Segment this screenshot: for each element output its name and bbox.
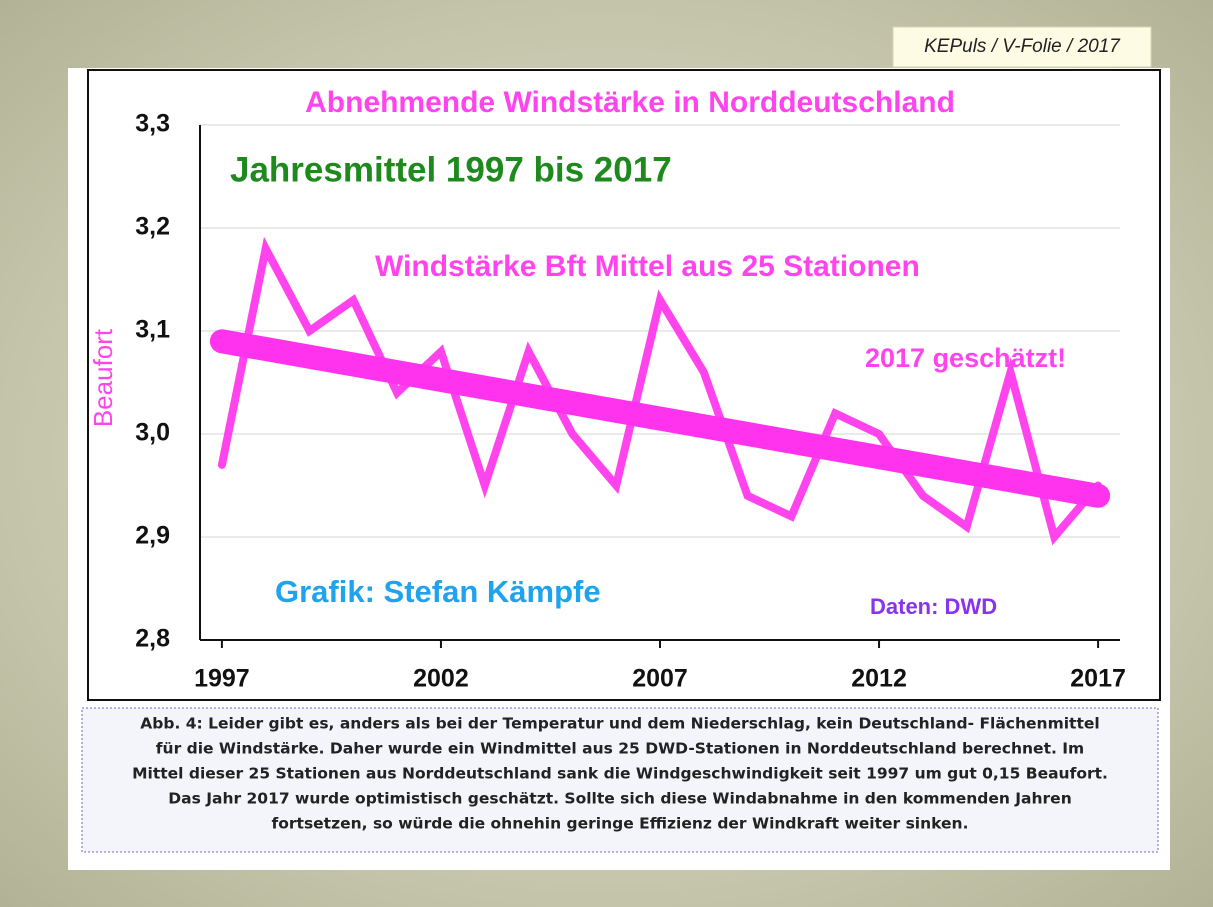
credit: Grafik: Stefan Kämpfe <box>275 574 601 609</box>
x-tick-label: 2012 <box>851 665 907 693</box>
annotation: 2017 geschätzt! <box>865 343 1066 373</box>
header: KEPuls / V-Folie / 2017 <box>924 36 1121 57</box>
caption-box <box>81 707 1159 853</box>
header-box <box>892 26 1152 68</box>
x-tick-label: 2002 <box>413 665 469 693</box>
source: Daten: DWD <box>870 594 997 619</box>
caption-line: Das Jahr 2017 wurde optimistisch geschät… <box>168 790 1071 808</box>
x-tick-label: 2017 <box>1070 665 1126 693</box>
y-axis-label: Beaufort <box>88 328 118 427</box>
x-tick-label: 2007 <box>632 665 688 693</box>
chart-frame <box>87 69 1161 701</box>
caption-line: fortsetzen, so würde die ohnehin geringe… <box>272 815 969 833</box>
caption-line: Mittel dieser 25 Stationen aus Norddeuts… <box>132 765 1108 783</box>
series-label: Windstärke Bft Mittel aus 25 Stationen <box>375 250 920 283</box>
data-line <box>217 236 1103 546</box>
y-tick-label: 3,1 <box>135 316 170 344</box>
chart-title: Abnehmende Windstärke in Norddeutschland <box>305 86 955 119</box>
y-tick-label: 2,8 <box>135 625 170 653</box>
trend-line <box>209 329 1111 508</box>
y-tick-label: 3,3 <box>135 110 170 138</box>
caption-line: für die Windstärke. Daher wurde ein Wind… <box>156 740 1084 758</box>
x-tick-label: 1997 <box>194 665 250 693</box>
y-tick-label: 3,0 <box>135 419 170 447</box>
subtitle: Jahresmittel 1997 bis 2017 <box>230 150 672 189</box>
caption-line: Abb. 4: Leider gibt es, anders als bei d… <box>140 715 1099 733</box>
y-tick-label: 2,9 <box>135 522 170 550</box>
y-tick-label: 3,2 <box>135 213 170 241</box>
plot: 2,8 2,9 3,0 3,1 3,2 3,3 1997 2002 2007 2012 2017 <box>135 110 1126 693</box>
